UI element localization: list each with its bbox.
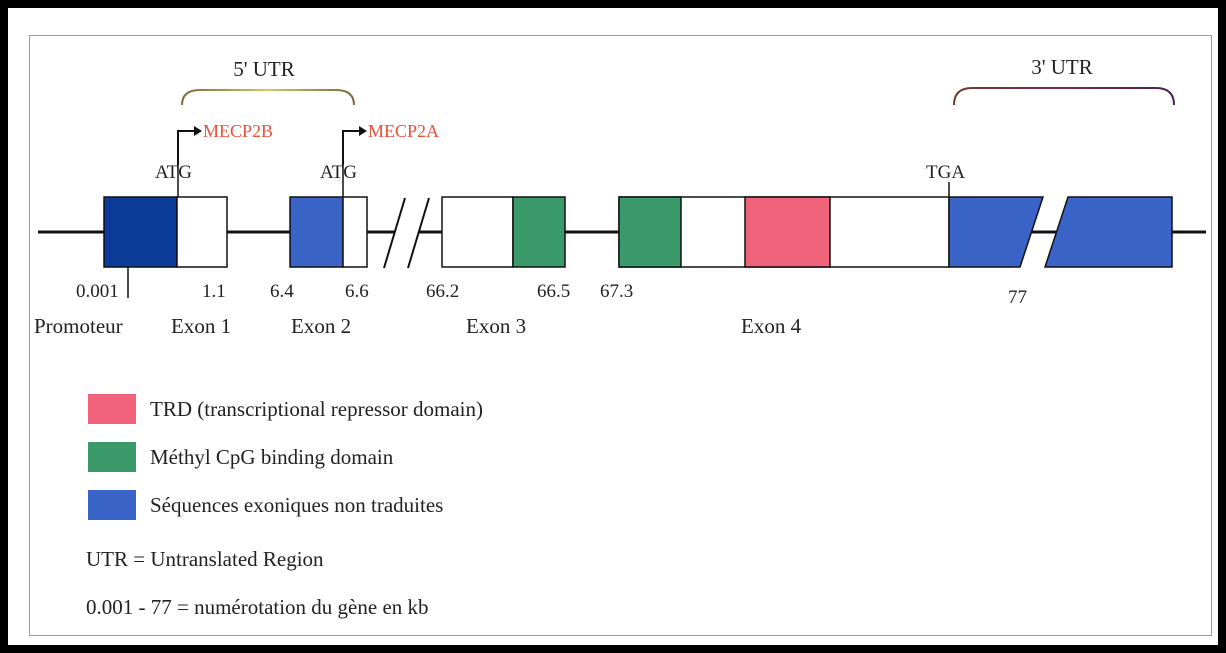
utr3-block-right <box>1043 196 1173 268</box>
region-exon1: Exon 1 <box>171 314 231 338</box>
utr3-label: 3' UTR <box>1031 55 1093 79</box>
figure-frame: 5' UTR 3' UTR MECP2B MECP2A ATG ATG TGA <box>8 8 1218 645</box>
legend-item-utr-exon: Séquences exoniques non traduites <box>88 490 443 520</box>
position-label: 1.1 <box>202 281 226 302</box>
position-label: 67.3 <box>600 281 633 302</box>
mecp2b-start-arrow <box>177 126 202 165</box>
mecp2b-label: MECP2B <box>203 121 273 141</box>
numbering-note: 0.001 - 77 = numérotation du gène en kb <box>86 595 429 619</box>
position-label: 77 <box>1008 287 1027 308</box>
position-label: 6.6 <box>345 281 369 302</box>
legend-label-mbd: Méthyl CpG binding domain <box>150 444 394 469</box>
utr-definition-note: UTR = Untranslated Region <box>86 547 324 571</box>
region-exon2: Exon 2 <box>291 314 351 338</box>
region-promoter: Promoteur <box>34 314 123 338</box>
exon3-mbd-block <box>512 196 566 268</box>
gene-structure-diagram: 5' UTR 3' UTR MECP2B MECP2A ATG ATG TGA <box>34 55 1206 338</box>
gene-break-marks <box>383 197 430 269</box>
position-label: 0.001 <box>76 281 119 302</box>
figure-border <box>29 35 1212 636</box>
legend-item-mbd: Méthyl CpG binding domain <box>88 442 393 472</box>
legend-swatch-mbd <box>88 442 136 472</box>
promoter-block <box>103 196 178 268</box>
atg-codon-exon1: ATG <box>155 162 192 183</box>
utr3-block-left <box>948 196 1045 268</box>
utr3-bracket <box>953 87 1175 106</box>
exon4-mbd-block <box>618 196 682 268</box>
legend-swatch-utr-exon <box>88 490 136 520</box>
position-label: 66.2 <box>426 281 459 302</box>
exon2-coding-block <box>342 196 368 268</box>
region-exon4: Exon 4 <box>741 314 802 338</box>
position-label: 6.4 <box>270 281 294 302</box>
legend-swatch-trd <box>88 394 136 424</box>
mecp2a-label: MECP2A <box>368 121 439 141</box>
tga-stop-codon: TGA <box>926 162 965 183</box>
legend-item-trd: TRD (transcriptional repressor domain) <box>88 394 483 424</box>
exon4-trd-block <box>744 196 831 268</box>
exon2-utr-block <box>289 196 344 268</box>
exon3-coding-block <box>441 196 514 268</box>
position-label: 66.5 <box>537 281 570 302</box>
utr5-label: 5' UTR <box>233 57 295 81</box>
atg-codon-exon2: ATG <box>320 162 357 183</box>
utr5-bracket <box>181 89 355 106</box>
region-exon3: Exon 3 <box>466 314 526 338</box>
exon1-coding-block <box>176 196 228 268</box>
legend-label-utr-exon: Séquences exoniques non traduites <box>150 492 444 517</box>
mecp2a-start-arrow <box>342 126 367 165</box>
legend-label-trd: TRD (transcriptional repressor domain) <box>150 396 483 421</box>
